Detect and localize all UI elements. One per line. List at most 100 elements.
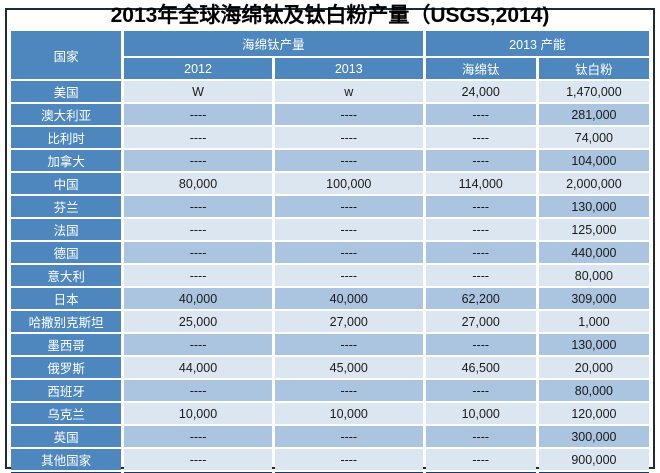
value-cell: ----	[274, 196, 423, 217]
column-header-titanium-dioxide: 钛白粉	[538, 58, 649, 79]
value-cell: 114,000	[425, 173, 536, 194]
value-cell: ----	[124, 150, 272, 171]
table-row: 加拿大 ---- ---- ---- 104,000	[11, 150, 649, 171]
value-cell: 10,000	[425, 403, 536, 424]
table-row: 比利时 ---- ---- ---- 74,000	[11, 127, 649, 148]
country-cell: 日本	[11, 288, 122, 309]
value-cell: ----	[274, 150, 423, 171]
table-row: 芬兰 ---- ---- ---- 130,000	[11, 196, 649, 217]
value-cell: ----	[425, 219, 536, 240]
value-cell: 130,000	[538, 196, 649, 217]
value-cell: ----	[425, 380, 536, 401]
column-header-sponge-titanium: 海绵钛	[425, 58, 536, 79]
table-header: 国家 海绵钛产量 2013 产能 2012 2013 海绵钛 钛白粉	[11, 31, 649, 79]
country-cell: 俄罗斯	[11, 357, 122, 378]
value-cell: ----	[274, 380, 423, 401]
value-cell: 80,000	[538, 265, 649, 286]
value-cell: ----	[425, 196, 536, 217]
value-cell: 27,000	[425, 311, 536, 332]
value-cell: 2,000,000	[538, 173, 649, 194]
value-cell: 24,000	[425, 81, 536, 102]
value-cell: ----	[124, 334, 272, 355]
table-row: 德国 ---- ---- ---- 440,000	[11, 242, 649, 263]
value-cell: ----	[124, 104, 272, 125]
value-cell: ----	[274, 242, 423, 263]
country-cell: 美国	[11, 81, 122, 102]
value-cell: 25,000	[124, 311, 272, 332]
value-cell: ----	[274, 127, 423, 148]
value-cell: ----	[274, 426, 423, 447]
value-cell: ----	[124, 449, 272, 470]
country-cell: 其他国家	[11, 449, 122, 470]
table-row: 日本 40,000 40,000 62,200 309,000	[11, 288, 649, 309]
value-cell: ----	[124, 219, 272, 240]
table-row: 其他国家 ---- ---- ---- 900,000	[11, 449, 649, 470]
value-cell: ----	[124, 242, 272, 263]
value-cell: 20,000	[538, 357, 649, 378]
country-cell: 墨西哥	[11, 334, 122, 355]
country-cell: 中国	[11, 173, 122, 194]
value-cell: 27,000	[274, 311, 423, 332]
value-cell: ----	[124, 380, 272, 401]
country-cell: 英国	[11, 426, 122, 447]
value-cell: ----	[274, 449, 423, 470]
value-cell: 440,000	[538, 242, 649, 263]
value-cell: 62,200	[425, 288, 536, 309]
table-row: 墨西哥 ---- ---- ---- 130,000	[11, 334, 649, 355]
page-title: 2013年全球海绵钛及钛白粉产量（USGS,2014)	[110, 4, 550, 27]
table-row: 俄罗斯 44,000 45,000 46,500 20,000	[11, 357, 649, 378]
value-cell: W	[124, 81, 272, 102]
value-cell: ----	[425, 150, 536, 171]
table-row: 乌克兰 10,000 10,000 10,000 120,000	[11, 403, 649, 424]
value-cell: 74,000	[538, 127, 649, 148]
value-cell: 100,000	[274, 173, 423, 194]
value-cell: ----	[274, 334, 423, 355]
table-row: 法国 ---- ---- ---- 125,000	[11, 219, 649, 240]
value-cell: ----	[425, 104, 536, 125]
value-cell: ----	[425, 265, 536, 286]
country-cell: 加拿大	[11, 150, 122, 171]
value-cell: ----	[425, 127, 536, 148]
value-cell: 40,000	[124, 288, 272, 309]
value-cell: 125,000	[538, 219, 649, 240]
value-cell: 40,000	[274, 288, 423, 309]
value-cell: 104,000	[538, 150, 649, 171]
value-cell: 1,470,000	[538, 81, 649, 102]
group-header-2013-capacity: 2013 产能	[425, 31, 649, 56]
value-cell: 46,500	[425, 357, 536, 378]
value-cell: ----	[425, 242, 536, 263]
value-cell: 120,000	[538, 403, 649, 424]
value-cell: ----	[124, 426, 272, 447]
country-cell: 西班牙	[11, 380, 122, 401]
country-cell: 芬兰	[11, 196, 122, 217]
value-cell: ----	[274, 104, 423, 125]
table-row: 西班牙 ---- ---- ---- 80,000	[11, 380, 649, 401]
value-cell: 300,000	[538, 426, 649, 447]
value-cell: ----	[124, 196, 272, 217]
country-cell: 比利时	[11, 127, 122, 148]
column-header-country: 国家	[11, 31, 122, 79]
table-row: 中国 80,000 100,000 114,000 2,000,000	[11, 173, 649, 194]
value-cell: 10,000	[124, 403, 272, 424]
value-cell: ----	[425, 426, 536, 447]
country-cell: 意大利	[11, 265, 122, 286]
value-cell: ----	[425, 449, 536, 470]
country-cell: 德国	[11, 242, 122, 263]
table-row: 英国 ---- ---- ---- 300,000	[11, 426, 649, 447]
value-cell: 281,000	[538, 104, 649, 125]
value-cell: 130,000	[538, 334, 649, 355]
value-cell: 80,000	[538, 380, 649, 401]
column-header-2012: 2012	[124, 58, 272, 79]
table-row: 哈撒别克斯坦 25,000 27,000 27,000 1,000	[11, 311, 649, 332]
country-cell: 乌克兰	[11, 403, 122, 424]
value-cell: ----	[425, 334, 536, 355]
group-header-sponge-production: 海绵钛产量	[124, 31, 423, 56]
value-cell: 44,000	[124, 357, 272, 378]
value-cell: ----	[124, 265, 272, 286]
value-cell: ----	[274, 265, 423, 286]
value-cell: w	[274, 81, 423, 102]
value-cell: 45,000	[274, 357, 423, 378]
